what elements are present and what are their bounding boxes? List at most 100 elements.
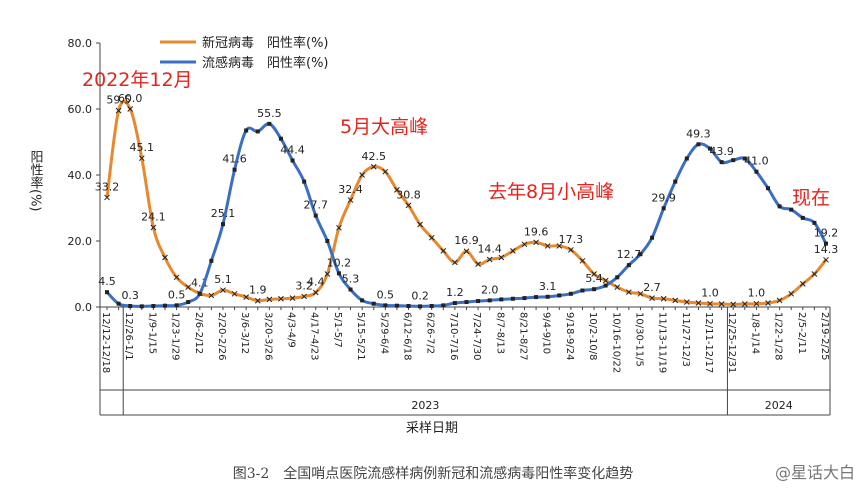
marker bbox=[429, 304, 434, 309]
data-label: 17.3 bbox=[559, 233, 584, 246]
y-tick-label: 40.0 bbox=[68, 169, 93, 182]
marker bbox=[499, 297, 504, 302]
x-tick-label: 2/5-2/11 bbox=[796, 312, 807, 354]
marker bbox=[521, 241, 528, 248]
marker bbox=[486, 256, 493, 263]
data-label: 19.2 bbox=[814, 227, 839, 240]
marker bbox=[766, 186, 771, 191]
marker bbox=[173, 274, 180, 281]
marker bbox=[672, 297, 679, 304]
marker bbox=[464, 300, 469, 305]
y-tick-label: 60.0 bbox=[68, 103, 93, 116]
marker bbox=[336, 224, 342, 231]
marker bbox=[683, 299, 690, 305]
marker bbox=[313, 213, 318, 218]
legend-label: 新冠病毒 阳性率(%) bbox=[202, 35, 329, 51]
marker bbox=[673, 179, 678, 184]
marker bbox=[789, 207, 794, 212]
marker bbox=[592, 287, 597, 292]
data-label: 0.5 bbox=[377, 288, 395, 301]
x-tick-label: 10/2-10/8 bbox=[587, 312, 598, 361]
marker bbox=[812, 220, 817, 225]
marker bbox=[441, 303, 446, 308]
x-tick-label: 10/16-10/22 bbox=[610, 312, 621, 373]
marker bbox=[615, 275, 620, 280]
marker bbox=[290, 158, 295, 163]
data-label: 24.1 bbox=[141, 210, 166, 223]
data-label: 55.5 bbox=[257, 107, 282, 120]
marker bbox=[660, 295, 667, 302]
marker bbox=[324, 271, 331, 277]
marker bbox=[417, 221, 423, 228]
x-tick-label: 11/27-12/3 bbox=[680, 312, 691, 367]
marker bbox=[777, 204, 782, 209]
data-label: 14.3 bbox=[814, 243, 839, 256]
marker bbox=[371, 301, 376, 306]
marker bbox=[128, 304, 133, 309]
marker bbox=[115, 107, 122, 114]
x-tick-label: 12/25-12/31 bbox=[726, 312, 737, 373]
data-label: 4.5 bbox=[98, 275, 116, 288]
marker bbox=[476, 299, 481, 304]
marker bbox=[824, 241, 828, 246]
marker bbox=[138, 155, 145, 162]
data-label: 10.2 bbox=[327, 256, 352, 269]
x-tick-label: 4/3-4/9 bbox=[286, 312, 297, 348]
x-tick-label: 1/9-1/15 bbox=[146, 312, 157, 354]
data-label: 1.0 bbox=[701, 287, 719, 300]
data-label: 5.1 bbox=[214, 273, 232, 286]
year-label: 2023 bbox=[411, 399, 439, 412]
marker bbox=[243, 294, 250, 300]
x-tick-label: 12/11-12/17 bbox=[703, 312, 714, 373]
data-label: 1.9 bbox=[249, 284, 267, 297]
x-tick-label: 5/15-5/21 bbox=[355, 312, 366, 361]
data-label: 1.0 bbox=[748, 287, 766, 300]
data-label: 14.4 bbox=[477, 242, 502, 255]
x-axis-title: 采样日期 bbox=[406, 421, 458, 436]
x-tick-label: 5/1-5/7 bbox=[332, 312, 343, 348]
marker bbox=[811, 271, 818, 277]
x-tick-label: 1/22-1/28 bbox=[773, 312, 784, 361]
marker bbox=[568, 247, 574, 253]
data-label: 43.9 bbox=[709, 145, 734, 158]
marker bbox=[162, 303, 167, 308]
marker bbox=[452, 259, 458, 266]
y-tick-label: 20.0 bbox=[68, 235, 93, 248]
marker bbox=[452, 301, 457, 306]
data-label: 33.2 bbox=[95, 180, 120, 193]
data-label: 19.6 bbox=[524, 225, 549, 238]
x-tick-label: 2/6-2/12 bbox=[193, 312, 204, 354]
marker bbox=[220, 222, 225, 227]
marker bbox=[440, 248, 447, 254]
marker bbox=[730, 301, 737, 308]
marker bbox=[568, 291, 573, 296]
marker bbox=[684, 156, 689, 161]
marker bbox=[591, 271, 597, 277]
annotation: 现在 bbox=[792, 187, 830, 209]
x-tick-label: 1/23-1/29 bbox=[170, 312, 181, 361]
marker bbox=[127, 106, 134, 112]
x-tick-label: 9/4-9/10 bbox=[541, 312, 552, 354]
data-label: 1.2 bbox=[446, 286, 464, 299]
data-label: 60.0 bbox=[118, 92, 143, 105]
marker bbox=[394, 186, 400, 193]
marker bbox=[289, 295, 296, 301]
marker bbox=[232, 167, 237, 172]
marker bbox=[545, 294, 550, 299]
marker bbox=[510, 248, 516, 254]
data-label: 41.0 bbox=[744, 155, 769, 168]
marker bbox=[718, 301, 725, 307]
data-label: 30.8 bbox=[396, 188, 421, 201]
marker bbox=[510, 296, 515, 301]
data-label: 49.3 bbox=[686, 127, 711, 140]
marker bbox=[637, 290, 644, 297]
y-axis-title: 阳性率(%) bbox=[28, 150, 44, 212]
marker bbox=[406, 304, 411, 309]
x-tick-label: 6/26-7/2 bbox=[425, 312, 436, 354]
x-tick-label: 4/17-4/23 bbox=[309, 312, 320, 361]
data-label: 42.5 bbox=[361, 150, 386, 163]
marker bbox=[267, 121, 272, 126]
data-label: 44.4 bbox=[280, 143, 305, 156]
marker bbox=[325, 239, 330, 243]
